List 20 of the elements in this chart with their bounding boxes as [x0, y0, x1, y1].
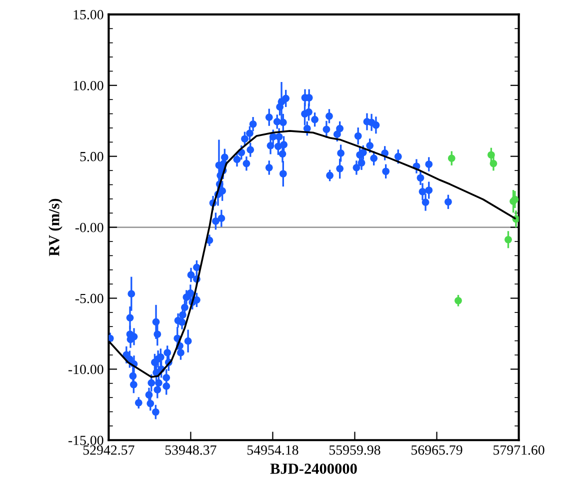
x-tick-label: 57971.60 — [494, 445, 544, 455]
x-tick-label: 54954.18 — [247, 445, 298, 455]
x-tick-label: 55959.98 — [330, 445, 380, 455]
y-axis-title: RV (m/s) — [48, 198, 62, 256]
y-tick-label: 10.00 — [74, 80, 104, 90]
y-tick-label: -0.00 — [75, 222, 104, 232]
point — [490, 160, 498, 168]
y-tick-label: 5.00 — [80, 152, 104, 162]
x-axis-title: BJD-2400000 — [270, 464, 357, 474]
point — [448, 154, 456, 162]
y-tick-label: -5.00 — [75, 294, 104, 304]
point — [504, 236, 512, 244]
x-tick-label: 53948.37 — [165, 445, 216, 455]
y-tick-label: -10.00 — [68, 364, 104, 374]
y-tick-label: -15.00 — [68, 436, 104, 446]
point — [454, 296, 462, 304]
y-tick-label: 15.00 — [74, 10, 104, 20]
point — [488, 151, 495, 159]
x-tick-label: 56965.79 — [412, 445, 462, 455]
x-tick-label: 52942.57 — [83, 445, 134, 455]
